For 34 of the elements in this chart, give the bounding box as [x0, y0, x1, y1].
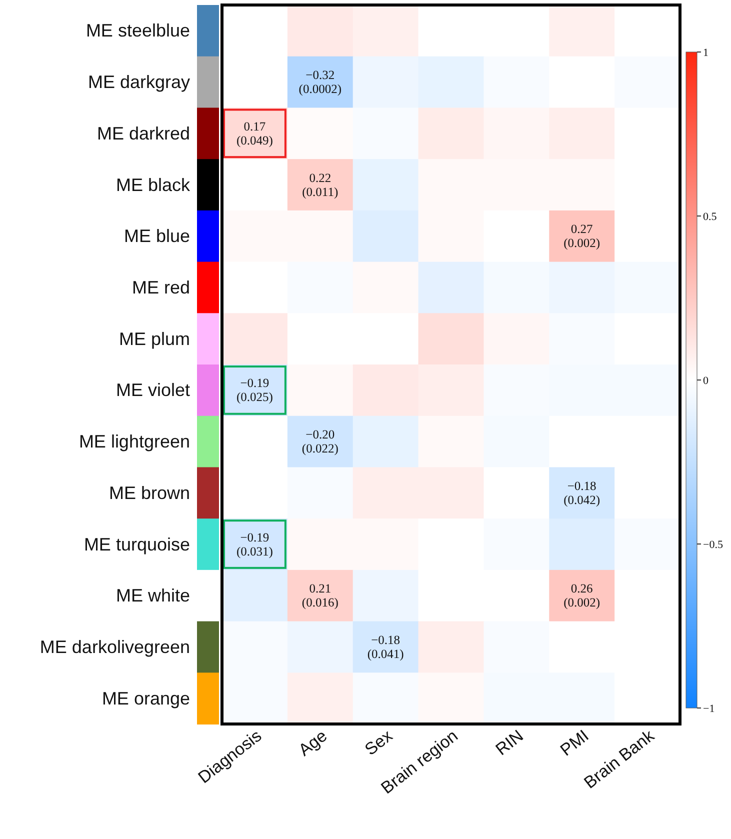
y-tick-label: ME steelblue: [86, 20, 190, 41]
y-tick-label: ME brown: [108, 482, 190, 503]
y-tick-label: ME darkgray: [88, 72, 190, 92]
x-tick-label: Sex: [361, 726, 396, 760]
y-tick-label: ME plum: [118, 328, 190, 349]
data-label: 0.17 (0.049): [236, 119, 273, 148]
color-bar-label: 1: [703, 47, 708, 59]
data-label: −0.20 (0.022): [302, 428, 338, 456]
data-label: 0.21 (0.016): [302, 582, 338, 610]
data-label: 0.26 (0.002): [564, 582, 600, 610]
data-label: −0.18 (0.041): [367, 632, 404, 661]
data-label: −0.19 (0.031): [236, 530, 273, 558]
y-tick-label: ME red: [132, 277, 190, 298]
color-bar-label: −0.5: [703, 539, 724, 551]
y-tick-label: ME darkolivegreen: [40, 636, 190, 657]
y-tick-label: ME lightgreen: [78, 432, 190, 452]
x-tick-label: Age: [295, 726, 331, 760]
data-label: 0.27 (0.002): [564, 222, 600, 250]
y-tick-label: ME blue: [124, 226, 190, 246]
y-tick-label: ME orange: [102, 688, 190, 708]
y-tick-label: ME darkred: [96, 123, 190, 144]
color-bar-label: 0.5: [703, 211, 718, 223]
x-tick-label: PMI: [556, 726, 592, 760]
x-tick-label: RIN: [492, 726, 527, 760]
data-label: −0.19 (0.025): [236, 376, 273, 404]
color-bar-label: −1: [703, 703, 715, 715]
data-label: −0.32 (0.0002): [298, 68, 342, 96]
y-tick-label: ME violet: [116, 380, 190, 400]
color-bar-label: 0: [703, 375, 709, 387]
data-label: −0.18 (0.042): [564, 478, 600, 507]
y-tick-label: ME turquoise: [84, 534, 190, 554]
y-tick-label: ME black: [116, 174, 191, 195]
data-label: 0.22 (0.011): [302, 170, 338, 199]
y-tick-label: ME white: [116, 586, 190, 606]
